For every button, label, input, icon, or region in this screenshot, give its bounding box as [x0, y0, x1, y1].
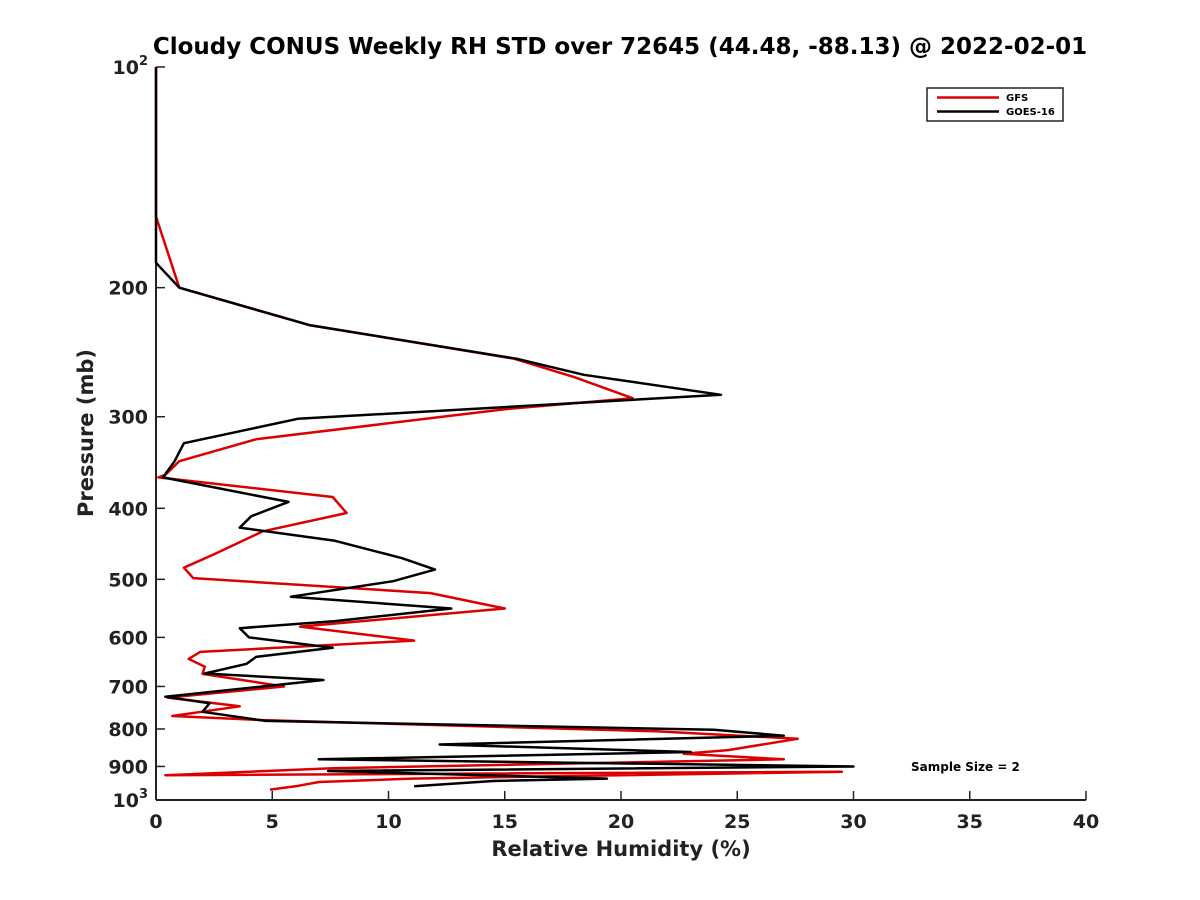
y-tick-label-exponent: 3	[139, 787, 148, 802]
x-tick-label: 30	[840, 811, 866, 833]
y-tick-label-base: 10	[113, 790, 139, 812]
sample-size-annotation: Sample Size = 2	[911, 760, 1020, 774]
x-tick-label: 35	[957, 811, 983, 833]
y-tick-label: 102	[113, 54, 149, 79]
series-line-goes-16	[154, 67, 855, 788]
legend-label-gfs: GFS	[1006, 93, 1028, 104]
x-tick-label: 0	[149, 811, 162, 833]
y-tick-label: 600	[108, 627, 148, 649]
y-tick-label-base: 800	[108, 719, 148, 741]
y-tick-label-exponent: 2	[139, 54, 148, 69]
y-tick-label: 800	[108, 719, 148, 741]
y-tick-label-base: 10	[113, 57, 139, 79]
y-tick-label: 103	[113, 787, 149, 812]
y-tick-label: 300	[108, 407, 148, 429]
y-axis-label: Pressure (mb)	[74, 349, 98, 517]
y-tick-label-base: 900	[108, 756, 148, 778]
y-tick-label: 500	[108, 569, 148, 591]
y-tick-label-base: 300	[108, 407, 148, 429]
y-tick-label: 200	[108, 278, 148, 300]
legend: GFS GOES-16	[926, 87, 1064, 122]
y-tick-label-base: 500	[108, 569, 148, 591]
x-tick-label: 5	[266, 811, 279, 833]
x-tick-label: 40	[1073, 811, 1099, 833]
y-tick-label-base: 600	[108, 627, 148, 649]
x-tick-label: 10	[375, 811, 401, 833]
legend-box	[926, 87, 1064, 122]
y-tick-label: 900	[108, 756, 148, 778]
y-tick-label: 700	[108, 676, 148, 698]
y-tick-label: 400	[108, 498, 148, 520]
x-tick-label: 15	[492, 811, 518, 833]
chart-title: Cloudy CONUS Weekly RH STD over 72645 (4…	[153, 34, 1087, 60]
series-line-gfs	[154, 67, 844, 791]
x-tick-label: 20	[608, 811, 634, 833]
y-tick-label-base: 400	[108, 498, 148, 520]
x-axis-label: Relative Humidity (%)	[491, 837, 750, 861]
y-tick-label-base: 700	[108, 676, 148, 698]
y-tick-label-base: 200	[108, 278, 148, 300]
x-tick-label: 25	[724, 811, 750, 833]
legend-label-goes-16: GOES-16	[1006, 107, 1055, 118]
